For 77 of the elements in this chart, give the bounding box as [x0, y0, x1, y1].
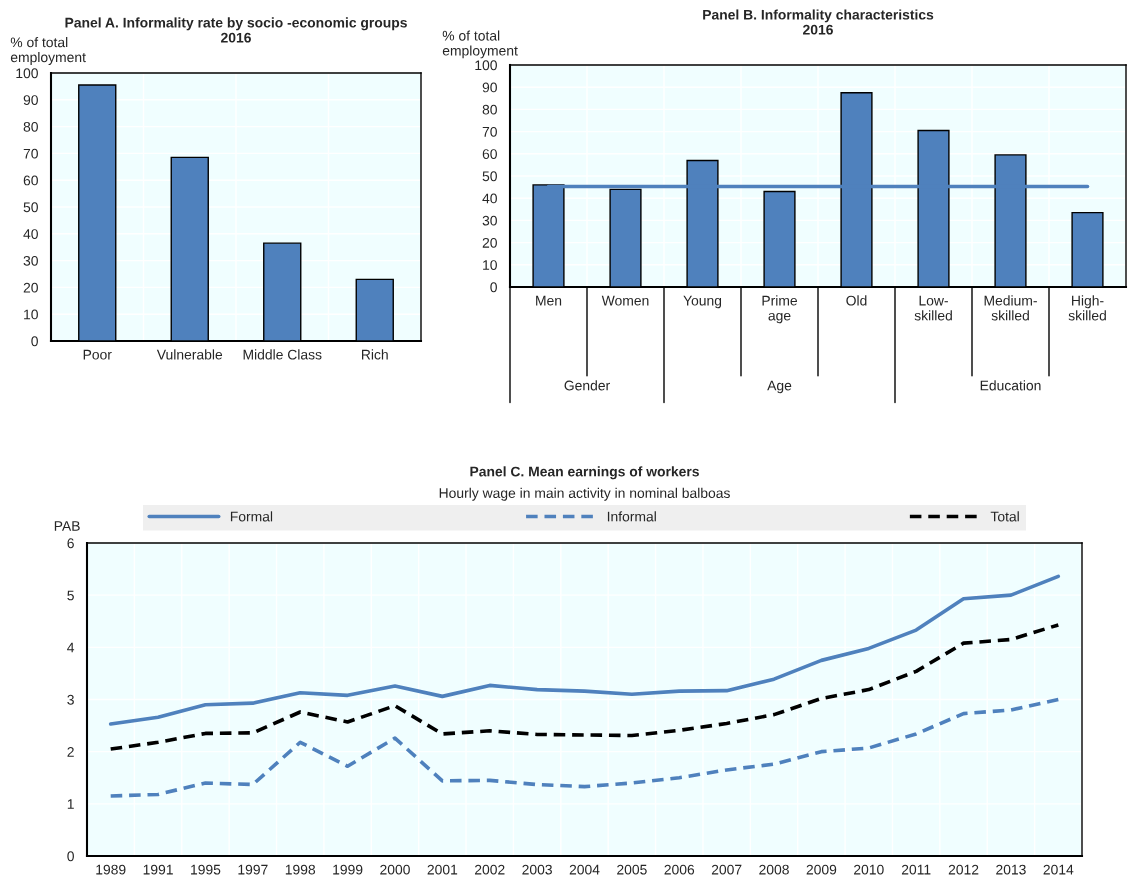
y-tick-label: 100 [16, 68, 38, 79]
y-tick-label: 70 [23, 148, 38, 159]
line-series [108, 574, 1061, 726]
line-series [108, 697, 1061, 798]
x-tick-label: 1997 [238, 864, 268, 875]
x-tick-label: 1999 [333, 864, 363, 875]
y-tick-label: 5 [67, 590, 74, 601]
x-tick-label: 2006 [664, 864, 695, 875]
x-tick-label: 1991 [143, 864, 173, 875]
x-tick-label: High- skilled [1068, 295, 1106, 321]
y-tick-label: 0 [67, 851, 74, 862]
y-tick-label: 80 [23, 121, 38, 132]
y-tick-label: 50 [482, 171, 497, 182]
legend-label: Informal [607, 511, 656, 522]
y-tick-label: 40 [482, 193, 497, 204]
legend-label: Formal [230, 511, 273, 522]
x-tick-label: 2001 [427, 864, 458, 875]
x-tick-label: 1998 [285, 864, 316, 875]
y-axis-title: % of total employment [10, 37, 86, 65]
x-tick-label: Middle Class [243, 349, 322, 360]
y-tick-label: 30 [23, 255, 38, 266]
x-tick-label: Vulnerable [156, 349, 223, 360]
text: Age [767, 380, 792, 394]
y-tick-label: 0 [31, 336, 38, 347]
x-tick-label: Low- skilled [914, 295, 952, 321]
x-tick-label: 2000 [380, 864, 410, 875]
y-tick-label: 80 [482, 104, 497, 115]
y-tick-label: 60 [23, 175, 38, 186]
y-tick-label: 20 [482, 237, 497, 248]
x-tick-label: 2011 [901, 864, 931, 875]
text: Gender [564, 380, 610, 391]
y-tick-label: 70 [482, 126, 497, 137]
y-tick-label: 40 [23, 229, 38, 239]
y-tick-label: 6 [67, 538, 74, 549]
y-tick-label: 60 [482, 149, 497, 159]
x-tick-label: 2005 [617, 864, 647, 875]
line-series [108, 623, 1061, 751]
x-tick-label: Old [846, 295, 867, 306]
x-tick-label: 2013 [996, 864, 1026, 875]
x-tick-label: 2012 [948, 864, 979, 875]
y-tick-label: 30 [482, 215, 497, 226]
x-tick-label: 2004 [569, 864, 600, 875]
x-tick-label: 2003 [522, 864, 552, 875]
x-tick-label: Prime age [762, 295, 798, 324]
y-tick-label: 90 [23, 95, 38, 105]
y-tick-label: 10 [24, 309, 38, 320]
x-tick-label: 1989 [96, 864, 126, 875]
text: Education [980, 380, 1041, 391]
x-tick-label: Men [536, 295, 562, 306]
x-tick-label: 1995 [191, 864, 221, 875]
x-tick-label: Women [601, 295, 649, 306]
y-tick-label: 10 [483, 260, 497, 270]
chart-subtitle: Hourly wage in main activity in nominal balboas [439, 487, 730, 501]
x-tick-label: 2010 [854, 864, 884, 875]
x-tick-label: Rich [362, 349, 388, 360]
y-tick-label: 4 [67, 642, 75, 653]
y-tick-label: 1 [67, 799, 74, 809]
x-tick-label: 2002 [474, 864, 505, 875]
x-tick-label: 2009 [806, 864, 837, 875]
chart-title: Panel C. Mean earnings of workers [470, 466, 699, 480]
y-tick-label: 0 [490, 282, 497, 293]
chart-title: Panel B. Informality characteristics 2016 [703, 9, 934, 35]
y-axis-title: PAB [54, 521, 80, 531]
x-tick-label: 2007 [711, 864, 742, 875]
y-tick-label: 100 [475, 60, 497, 71]
x-tick-label: Young [683, 295, 722, 309]
y-axis-title: % of total employment [442, 30, 518, 59]
legend-label: Total [990, 511, 1019, 522]
y-tick-label: 20 [23, 282, 38, 293]
x-tick-label: 2014 [1043, 864, 1074, 875]
y-tick-label: 3 [67, 694, 74, 705]
x-tick-label: Poor [83, 349, 112, 360]
y-tick-label: 50 [23, 202, 38, 213]
x-tick-label: Medium- skilled [984, 295, 1037, 321]
y-tick-label: 2 [67, 747, 74, 757]
x-tick-label: 2008 [759, 864, 789, 875]
y-tick-label: 90 [482, 82, 497, 93]
